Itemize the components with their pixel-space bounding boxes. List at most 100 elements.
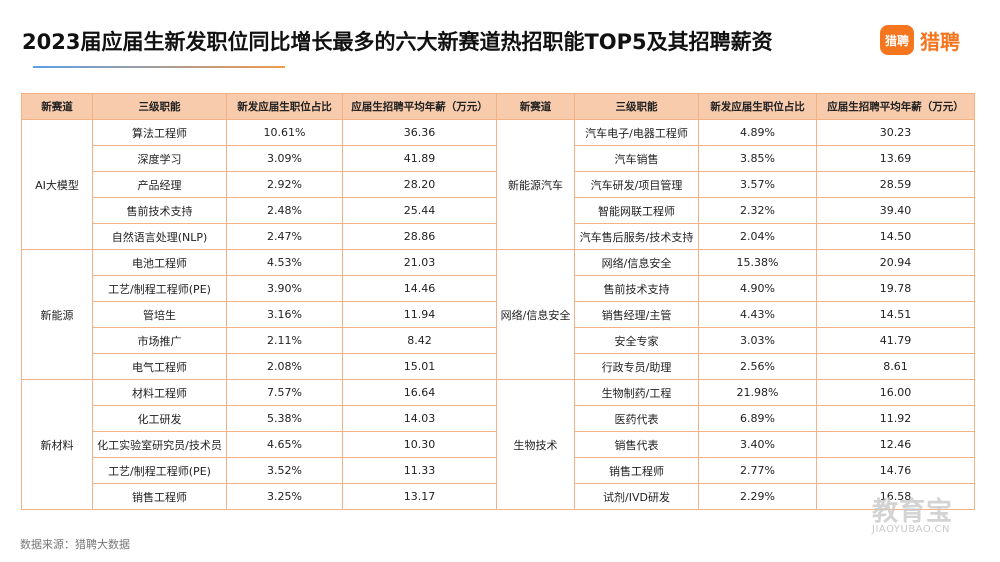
watermark: 教育宝 JIAOYUBAO.CN [872, 491, 953, 535]
job-function: 电气工程师 [92, 353, 227, 380]
job-share: 2.48% [226, 197, 343, 224]
avg-salary: 16.58 [816, 483, 975, 510]
watermark-sub: JIAOYUBAO.CN [872, 524, 950, 535]
track-name: 生物技术 [496, 379, 575, 510]
job-function: 工艺/制程工程师(PE) [92, 457, 227, 484]
job-share: 3.40% [698, 431, 817, 458]
avg-salary: 28.86 [342, 223, 497, 250]
job-function: 智能网联工程师 [574, 197, 699, 224]
job-function: 销售工程师 [92, 483, 227, 510]
job-share: 4.90% [698, 275, 817, 302]
watermark-main: 教育宝 [872, 497, 954, 527]
table-row: 化工研发 5.38% 14.03 医药代表 6.89% 11.92 [22, 405, 975, 432]
job-function: 市场推广 [92, 327, 227, 354]
col-header: 新发应届生职位占比 [226, 93, 343, 120]
table-row: 深度学习 3.09% 41.89 汽车销售 3.85% 13.69 [22, 145, 975, 172]
job-share: 3.25% [226, 483, 343, 510]
avg-salary: 8.61 [816, 353, 975, 380]
avg-salary: 36.36 [342, 119, 497, 146]
logo-icon: 猎聘 [880, 25, 914, 55]
job-share: 21.98% [698, 379, 817, 406]
job-share: 3.85% [698, 145, 817, 172]
avg-salary: 10.30 [342, 431, 497, 458]
job-function: 产品经理 [92, 171, 227, 198]
job-share: 2.11% [226, 327, 343, 354]
table-row: 销售工程师 3.25% 13.17 试剂/IVD研发 2.29% 16.58 [22, 483, 975, 510]
avg-salary: 41.79 [816, 327, 975, 354]
col-header: 应届生招聘平均年薪（万元） [342, 93, 497, 120]
avg-salary: 15.01 [342, 353, 497, 380]
job-function: 销售经理/主管 [574, 301, 699, 328]
col-header: 新赛道 [496, 93, 575, 120]
job-share: 3.03% [698, 327, 817, 354]
track-name: 新能源汽车 [496, 119, 575, 250]
job-function: 化工研发 [92, 405, 227, 432]
page-title: 2023届应届生新发职位同比增长最多的六大新赛道热招职能TOP5及其招聘薪资 [22, 30, 773, 54]
table-row: 新能源 电池工程师 4.53% 21.03 网络/信息安全 网络/信息安全 15.38% 20… [21, 249, 975, 380]
job-share: 6.89% [698, 405, 817, 432]
job-function: 销售代表 [574, 431, 699, 458]
track-name: 新能源 [21, 249, 93, 380]
job-function: 汽车研发/项目管理 [574, 171, 699, 198]
avg-salary: 28.59 [816, 171, 975, 198]
col-header: 三级职能 [574, 93, 699, 120]
job-share: 2.77% [698, 457, 817, 484]
avg-salary: 14.76 [816, 457, 975, 484]
avg-salary: 28.20 [342, 171, 497, 198]
table-row: AI大模型 算法工程师 10.61% 36.36 新能源汽车 汽车电子/电器工程师 4.89… [21, 119, 975, 250]
track-name: 新材料 [21, 379, 93, 510]
avg-salary: 11.33 [342, 457, 497, 484]
job-share: 3.16% [226, 301, 343, 328]
avg-salary: 20.94 [816, 249, 975, 276]
avg-salary: 11.92 [816, 405, 975, 432]
table-header-row: 新赛道 三级职能 新发应届生职位占比 应届生招聘平均年薪（万元） 新赛道 三级职… [21, 93, 975, 120]
job-share: 3.09% [226, 145, 343, 172]
avg-salary: 16.64 [342, 379, 497, 406]
col-header: 新发应届生职位占比 [698, 93, 817, 120]
job-share: 3.90% [226, 275, 343, 302]
job-function: 材料工程师 [92, 379, 227, 406]
data-source-note: 数据来源：猎聘大数据 [20, 538, 130, 551]
job-function: 汽车电子/电器工程师 [574, 119, 699, 146]
job-function: 试剂/IVD研发 [574, 483, 699, 510]
avg-salary: 13.69 [816, 145, 975, 172]
job-share: 2.08% [226, 353, 343, 380]
track-name: AI大模型 [21, 119, 93, 250]
table-row: 产品经理 2.92% 28.20 汽车研发/项目管理 3.57% 28.59 [22, 171, 975, 198]
table-row: 工艺/制程工程师(PE) 3.52% 11.33 销售工程师 2.77% 14.76 [22, 457, 975, 484]
job-share: 7.57% [226, 379, 343, 406]
job-function: 售前技术支持 [92, 197, 227, 224]
table-row: 售前技术支持 2.48% 25.44 智能网联工程师 2.32% 39.40 [22, 197, 975, 224]
job-function: 工艺/制程工程师(PE) [92, 275, 227, 302]
avg-salary: 13.17 [342, 483, 497, 510]
avg-salary: 12.46 [816, 431, 975, 458]
job-share: 2.29% [698, 483, 817, 510]
job-share: 4.65% [226, 431, 343, 458]
table-body: AI大模型 算法工程师 10.61% 36.36 新能源汽车 汽车电子/电器工程师 4.89… [21, 119, 975, 510]
table-row: 电气工程师 2.08% 15.01 行政专员/助理 2.56% 8.61 [22, 353, 975, 380]
job-share: 4.89% [698, 119, 817, 146]
job-share: 2.56% [698, 353, 817, 380]
job-share: 10.61% [226, 119, 343, 146]
avg-salary: 25.44 [342, 197, 497, 224]
job-function: 化工实验室研究员/技术员 [92, 431, 227, 458]
job-function: 深度学习 [92, 145, 227, 172]
avg-salary: 11.94 [342, 301, 497, 328]
job-function: 管培生 [92, 301, 227, 328]
brand-logo: 猎聘 猎聘 [880, 25, 960, 55]
job-share: 2.32% [698, 197, 817, 224]
col-header: 新赛道 [21, 93, 93, 120]
logo-text: 猎聘 [920, 29, 960, 54]
title-underline [33, 66, 285, 68]
job-function: 销售工程师 [574, 457, 699, 484]
job-share: 2.47% [226, 223, 343, 250]
avg-salary: 14.51 [816, 301, 975, 328]
avg-salary: 41.89 [342, 145, 497, 172]
avg-salary: 8.42 [342, 327, 497, 354]
avg-salary: 16.00 [816, 379, 975, 406]
job-share: 4.43% [698, 301, 817, 328]
table-row: 新材料 材料工程师 7.57% 16.64 生物技术 生物制药/工程 21.98% 16.00 [21, 379, 975, 510]
avg-salary: 19.78 [816, 275, 975, 302]
job-share: 5.38% [226, 405, 343, 432]
col-header: 应届生招聘平均年薪（万元） [816, 93, 975, 120]
